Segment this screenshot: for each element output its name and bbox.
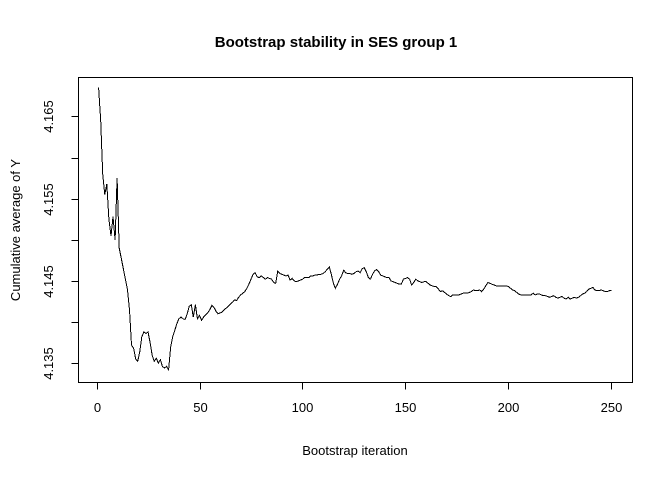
series-line	[98, 87, 612, 372]
x-tick-label: 0	[94, 400, 101, 415]
y-tick-label: 4.155	[41, 183, 56, 216]
x-axis-title: Bootstrap iteration	[302, 443, 408, 458]
x-tick-label: 250	[601, 400, 623, 415]
x-tick-label: 150	[395, 400, 417, 415]
plot-border	[78, 77, 633, 383]
x-tick-label: 100	[292, 400, 314, 415]
x-tick-label: 50	[193, 400, 207, 415]
y-tick-label: 4.145	[41, 265, 56, 298]
y-axis-title: Cumulative average of Y	[8, 159, 23, 301]
y-tick-label: 4.135	[41, 347, 56, 380]
x-tick-label: 200	[498, 400, 520, 415]
chart-title: Bootstrap stability in SES group 1	[215, 34, 458, 51]
y-tick-label: 4.165	[41, 100, 56, 133]
